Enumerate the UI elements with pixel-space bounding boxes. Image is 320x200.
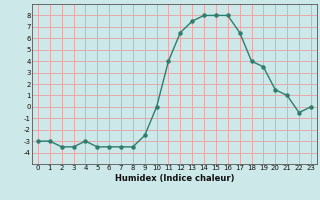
X-axis label: Humidex (Indice chaleur): Humidex (Indice chaleur) — [115, 174, 234, 183]
